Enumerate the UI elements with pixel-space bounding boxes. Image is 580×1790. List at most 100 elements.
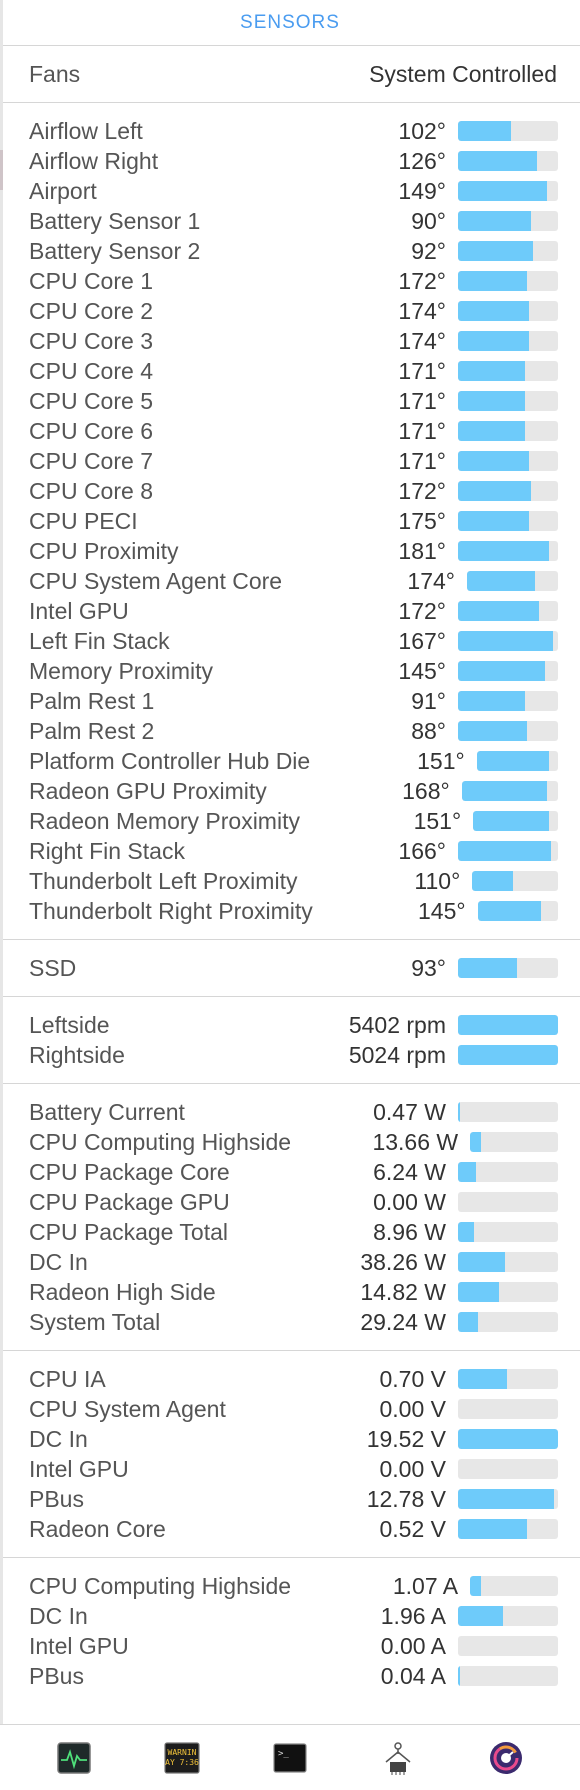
sensor-value: 0.00 V <box>379 1395 447 1422</box>
sensor-row[interactable]: Thunderbolt Left Proximity 110° <box>0 866 580 896</box>
sensor-level-bar <box>458 271 558 291</box>
sensor-row[interactable]: CPU Package GPU 0.00 W <box>0 1187 580 1217</box>
sensor-row[interactable]: Right Fin Stack 166° <box>0 836 580 866</box>
sensor-row[interactable]: CPU Core 7 171° <box>0 446 580 476</box>
sensor-label: Battery Sensor 2 <box>29 237 201 264</box>
sensor-label: DC In <box>29 1425 88 1452</box>
section-disks: SSD 93° <box>0 940 580 996</box>
sensor-row[interactable]: Airflow Right 126° <box>0 146 580 176</box>
sensor-row[interactable]: Platform Controller Hub Die 151° <box>0 746 580 776</box>
system-information-icon[interactable] <box>380 1740 416 1776</box>
sensor-row[interactable]: System Total 29.24 W <box>0 1307 580 1337</box>
divider <box>0 996 580 997</box>
sensor-level-bar <box>467 571 558 591</box>
sensor-row[interactable]: PBus 12.78 V <box>0 1484 580 1514</box>
sensor-value: 92° <box>411 237 446 264</box>
sensor-row[interactable]: CPU Package Total 8.96 W <box>0 1217 580 1247</box>
sensor-value: 0.70 V <box>379 1365 447 1392</box>
sensor-value: 110° <box>414 867 461 894</box>
sensor-row[interactable]: CPU Core 2 174° <box>0 296 580 326</box>
sensor-row[interactable]: CPU Package Core 6.24 W <box>0 1157 580 1187</box>
sensor-level-fill <box>458 841 551 861</box>
sensor-row[interactable]: Intel GPU 0.00 V <box>0 1454 580 1484</box>
istat-menus-icon[interactable] <box>488 1740 524 1776</box>
terminal-icon[interactable]: >_ <box>272 1740 308 1776</box>
sensor-row[interactable]: CPU Proximity 181° <box>0 536 580 566</box>
sensor-sections: Airflow Left 102° Airflow Right 126° Airport… <box>0 102 580 1704</box>
sensor-level-bar <box>458 661 558 681</box>
sensor-row[interactable]: Radeon High Side 14.82 W <box>0 1277 580 1307</box>
fans-label: Fans <box>29 60 81 87</box>
sensor-level-fill <box>470 1132 481 1152</box>
sensor-row[interactable]: DC In 19.52 V <box>0 1424 580 1454</box>
sensor-row[interactable]: CPU Core 8 172° <box>0 476 580 506</box>
activity-monitor-icon[interactable] <box>56 1740 92 1776</box>
fans-mode-row[interactable]: Fans System Controlled <box>0 46 580 102</box>
sensor-row[interactable]: Intel GPU 0.00 A <box>0 1631 580 1661</box>
sensor-level-bar <box>458 1015 558 1035</box>
sensor-row[interactable]: Left Fin Stack 167° <box>0 626 580 656</box>
sensor-level-bar <box>458 421 558 441</box>
sensor-row[interactable]: Palm Rest 1 91° <box>0 686 580 716</box>
sensor-value: 172° <box>398 267 446 294</box>
sensor-label: CPU Computing Highside <box>29 1128 292 1155</box>
sensor-row[interactable]: CPU Core 6 171° <box>0 416 580 446</box>
sensor-label: Radeon Memory Proximity <box>29 807 300 834</box>
sensor-row[interactable]: CPU System Agent 0.00 V <box>0 1394 580 1424</box>
sensor-row[interactable]: Palm Rest 2 88° <box>0 716 580 746</box>
sensor-level-fill <box>458 301 529 321</box>
sensor-row[interactable]: Battery Sensor 2 92° <box>0 236 580 266</box>
sensor-row[interactable]: CPU PECI 175° <box>0 506 580 536</box>
sensor-row[interactable]: SSD 93° <box>0 953 580 983</box>
sensor-level-bar <box>458 121 558 141</box>
sensor-label: Battery Current <box>29 1098 185 1125</box>
sensor-label: CPU Core 5 <box>29 387 153 414</box>
sensor-row[interactable]: CPU Core 1 172° <box>0 266 580 296</box>
sensor-level-fill <box>458 121 511 141</box>
sensor-row[interactable]: Radeon Memory Proximity 151° <box>0 806 580 836</box>
sensor-row[interactable]: CPU Core 3 174° <box>0 326 580 356</box>
sensor-row[interactable]: CPU Core 5 171° <box>0 386 580 416</box>
divider <box>0 1350 580 1351</box>
app-dock: WARNIN AY 7:36 >_ <box>0 1724 580 1790</box>
sensor-level-bar <box>458 1369 558 1389</box>
sensor-level-fill <box>458 541 549 561</box>
sensor-row[interactable]: Thunderbolt Right Proximity 145° <box>0 896 580 926</box>
sensor-value: 171° <box>398 447 446 474</box>
section-power: Battery Current 0.47 W CPU Computing Highs… <box>0 1084 580 1350</box>
sensor-level-bar <box>458 1192 558 1212</box>
sensor-row[interactable]: Airport 149° <box>0 176 580 206</box>
sensor-label: CPU Core 3 <box>29 327 153 354</box>
sensor-row[interactable]: DC In 38.26 W <box>0 1247 580 1277</box>
sensor-value: 13.66 W <box>372 1128 459 1155</box>
sensor-level-fill <box>458 721 527 741</box>
sensor-row[interactable]: PBus 0.04 A <box>0 1661 580 1691</box>
sensor-row[interactable]: Radeon Core 0.52 V <box>0 1514 580 1544</box>
sensor-row[interactable]: Radeon GPU Proximity 168° <box>0 776 580 806</box>
sensor-row[interactable]: CPU Computing Highside 13.66 W <box>0 1127 580 1157</box>
sensor-row[interactable]: Battery Current 0.47 W <box>0 1097 580 1127</box>
sensor-row[interactable]: Battery Sensor 1 90° <box>0 206 580 236</box>
sensor-value: 167° <box>398 627 446 654</box>
sensor-row[interactable]: Intel GPU 172° <box>0 596 580 626</box>
sensor-row[interactable]: Rightside 5024 rpm <box>0 1040 580 1070</box>
fans-mode-value[interactable]: System Controlled <box>369 60 557 87</box>
sensor-row[interactable]: Leftside 5402 rpm <box>0 1010 580 1040</box>
sensor-level-bar <box>458 211 558 231</box>
sensor-row[interactable]: Memory Proximity 145° <box>0 656 580 686</box>
sensor-level-fill <box>477 901 542 921</box>
sensor-label: CPU Core 1 <box>29 267 153 294</box>
sensor-row[interactable]: DC In 1.96 A <box>0 1601 580 1631</box>
sensor-level-bar <box>470 1132 558 1152</box>
sensor-row[interactable]: CPU Computing Highside 1.07 A <box>0 1571 580 1601</box>
sensor-row[interactable]: CPU Core 4 171° <box>0 356 580 386</box>
sensor-row[interactable]: CPU System Agent Core 174° <box>0 566 580 596</box>
console-icon-text-1: WARNIN <box>168 1748 197 1757</box>
sensor-level-bar <box>458 691 558 711</box>
sensor-level-bar <box>458 511 558 531</box>
console-icon[interactable]: WARNIN AY 7:36 <box>164 1740 200 1776</box>
sensor-row[interactable]: CPU IA 0.70 V <box>0 1364 580 1394</box>
sensor-label: SSD <box>29 954 77 981</box>
sensor-row[interactable]: Airflow Left 102° <box>0 116 580 146</box>
